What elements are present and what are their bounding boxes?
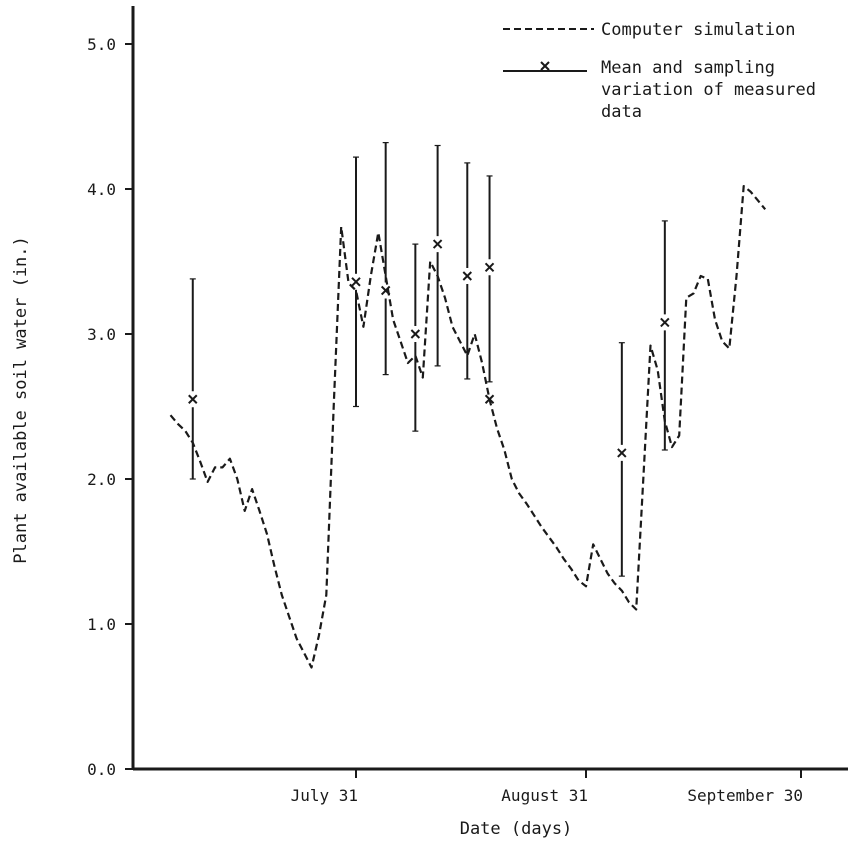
measured-point: [380, 142, 391, 376]
measured-point: [432, 144, 443, 367]
measured-point: [617, 342, 627, 577]
y-tick-label: 0.0: [87, 760, 116, 779]
mean-marker: [484, 394, 495, 404]
series-layer: [169, 185, 767, 669]
y-axis-title: Plant available soil water (in.): [11, 236, 31, 564]
mean-marker: [660, 317, 670, 328]
ticks: 0.0 1.0 2.0 3.0 4.0 5.0 July 31 August 31 Septem…: [87, 35, 803, 805]
measured-layer: [188, 142, 670, 577]
axes: [131, 6, 848, 771]
x-tick-label: August 31: [501, 786, 588, 805]
mean-marker: [432, 239, 443, 249]
measured-point: [462, 162, 472, 380]
measured-point: [188, 278, 198, 480]
legend-label-measured: variation of measured: [601, 80, 816, 100]
mean-marker: [462, 271, 472, 281]
mean-marker: [188, 394, 198, 404]
mean-marker: [617, 448, 627, 458]
measured-point: [484, 175, 495, 383]
y-tick-label: 2.0: [87, 470, 116, 489]
measured-point: [660, 220, 670, 451]
measured-point: [410, 243, 421, 432]
legend: Computer simulation Mean and samplingvari…: [503, 20, 816, 122]
legend-label-measured: Mean and sampling: [601, 58, 775, 78]
x-tick-label: July 31: [291, 786, 358, 805]
y-tick-label: 3.0: [87, 325, 116, 344]
measured-point: [351, 156, 361, 408]
legend-label-measured: data: [601, 102, 642, 122]
y-tick-label: 5.0: [87, 35, 116, 54]
mean-marker: [410, 329, 421, 339]
y-tick-label: 4.0: [87, 180, 116, 199]
mean-marker: [351, 277, 361, 287]
x-tick-label: September 30: [687, 786, 803, 805]
mean-marker: [484, 262, 495, 273]
legend-label-simulation: Computer simulation: [601, 20, 795, 40]
y-tick-label: 1.0: [87, 615, 116, 634]
measured-point: [484, 394, 495, 404]
mean-marker: [380, 285, 391, 296]
legend-x-marker: [540, 61, 550, 71]
simulation-line: [169, 185, 767, 669]
x-axis-title: Date (days): [460, 819, 573, 839]
